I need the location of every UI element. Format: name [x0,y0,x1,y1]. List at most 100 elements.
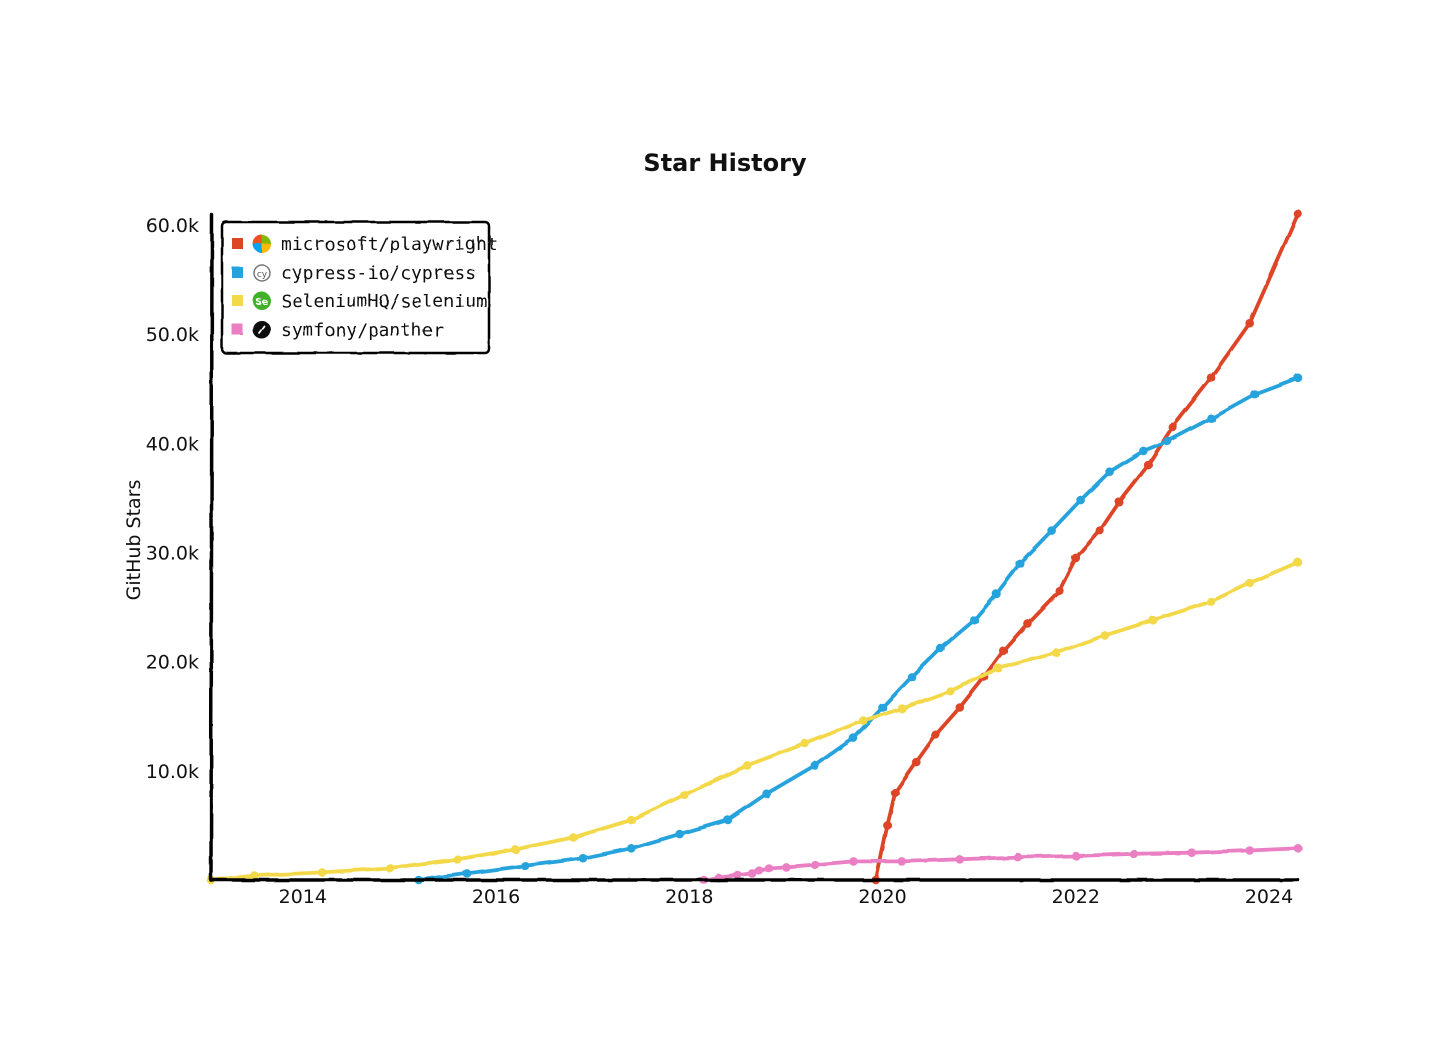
y-tick-label-60.0k: 60.0k [146,215,199,237]
data-point [462,869,472,878]
data-point [733,870,742,880]
legend-swatch-cypress [232,267,243,278]
data-point [1114,497,1124,507]
data-point [1245,846,1254,855]
data-point [250,871,259,880]
data-point [945,686,955,696]
data-point [897,704,907,713]
data-point [849,857,858,866]
data-point [1139,446,1148,456]
svg-text:Se: Se [256,298,269,308]
svg-text:cy: cy [257,270,268,280]
data-point [992,589,1001,599]
legend-swatch-panther [232,324,243,335]
microsoft-logo-icon [253,235,271,253]
data-point [1163,436,1172,446]
x-tick-label-2014: 2014 [279,886,327,908]
data-point [1013,852,1023,862]
y-axis-line [209,213,214,882]
data-point [849,733,858,743]
legend-box [220,220,491,355]
y-tick-label-40.0k: 40.0k [146,433,199,455]
legend-swatch-playwright [232,238,243,249]
data-point [762,789,771,798]
x-tick-label-2024: 2024 [1245,886,1293,908]
data-point [764,863,773,873]
data-point [1052,648,1061,658]
data-point [1168,422,1177,432]
data-point [931,730,940,740]
y-tick-label-20.0k: 20.0k [146,652,199,674]
data-point [955,855,965,864]
data-point [912,757,921,767]
data-point [520,861,530,871]
data-point [1206,413,1216,423]
data-point [1206,597,1216,606]
data-point [1095,526,1105,535]
series-symfony-panther [699,844,1303,885]
data-point [1206,373,1216,383]
data-point [999,646,1008,655]
x-tick-label-2020: 2020 [858,886,906,908]
data-point [1293,558,1303,567]
data-point [994,663,1003,673]
series-layer [206,209,1303,885]
series-line-microsoft-playwright [873,212,1300,882]
data-point [1148,615,1158,625]
series-cypress-io-cypress [414,373,1303,885]
data-point [1071,851,1081,861]
data-point [1015,559,1024,568]
legend-label-playwright: microsoft/playwright [281,234,498,255]
series-seleniumhq-selenium [206,558,1303,885]
data-point [858,716,868,725]
series-line-symfony-panther [701,846,1300,882]
data-point [1143,460,1153,470]
legend-swatch-selenium [232,295,243,306]
x-tick-label-2016: 2016 [472,886,520,908]
data-point [883,821,892,830]
data-point [1100,631,1110,640]
data-point [754,865,764,875]
data-point [578,853,588,863]
data-point [675,829,684,839]
y-tick-label-30.0k: 30.0k [146,542,199,564]
data-point [1245,578,1254,588]
data-point [1129,849,1138,859]
data-point [1055,586,1064,595]
legend-label-selenium: SeleniumHQ/selenium [281,291,487,312]
y-tick-label-50.0k: 50.0k [146,324,199,346]
data-point [511,845,520,854]
data-point [955,703,965,712]
data-point [781,862,791,872]
data-point [1023,619,1032,628]
legend-label-panther: symfony/panther [281,320,444,341]
y-axis-label: GitHub Stars [123,480,145,601]
data-point [1047,526,1056,535]
data-point [747,869,757,878]
data-point [936,644,945,653]
x-tick-label-2022: 2022 [1052,886,1100,908]
cypress-logo-icon: cy [253,264,271,282]
data-point [1076,495,1085,505]
y-ticks: 10.0k 20.0k 30.0k 40.0k 50.0k 60.0k [146,215,199,783]
data-point [680,790,689,800]
data-point [317,868,327,877]
legend: microsoft/playwright cy cypress-io/cypre… [220,220,498,355]
data-point [1293,209,1303,219]
data-point [569,833,578,842]
data-point [723,815,733,825]
series-microsoft-playwright [871,209,1303,885]
x-ticks: 2014 2016 2018 2020 2022 2024 [279,886,1294,908]
data-point [1187,848,1196,857]
data-point [1245,318,1254,328]
data-point [1293,844,1303,853]
data-point [897,857,907,866]
data-point [890,788,900,797]
data-point [453,855,462,864]
axes [209,213,1300,882]
symfony-logo-icon [253,321,271,339]
data-point [878,703,887,712]
data-point [907,672,916,682]
legend-label-cypress: cypress-io/cypress [281,263,476,284]
